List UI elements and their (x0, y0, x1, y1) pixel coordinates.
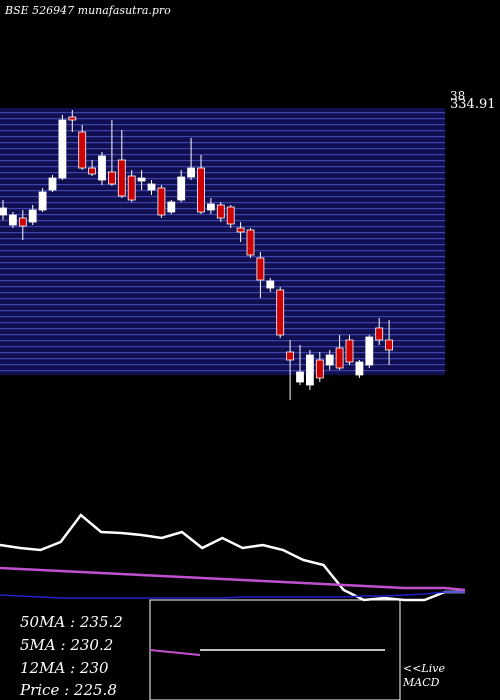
axis-label: 334.91 (450, 97, 496, 112)
candle-body (58, 119, 67, 179)
macd-line (149, 649, 201, 656)
indicator-line (0, 591, 465, 599)
candle-body (28, 209, 37, 223)
candle-body (157, 187, 166, 216)
candle-body (78, 131, 87, 169)
candle-body (147, 183, 156, 191)
candle-body (8, 214, 17, 226)
candle-body (197, 167, 205, 213)
indicator-line (0, 513, 465, 602)
candle-body (137, 177, 146, 182)
candle-body (167, 201, 176, 213)
candle-body (355, 361, 364, 376)
stat: 5MA : 230.2 (20, 636, 113, 654)
candle-body (88, 167, 96, 175)
candle-body (305, 354, 314, 386)
candle-body (98, 155, 106, 181)
candle-body (246, 229, 255, 256)
candle-body (365, 336, 374, 366)
candle-body (276, 289, 285, 336)
title: BSE 526947 munafasutra.pro (4, 4, 171, 17)
stat: 50MA : 235.2 (20, 613, 123, 631)
candle-body (325, 354, 334, 366)
candle-body (187, 167, 196, 178)
candle-body (286, 351, 295, 361)
candle-body (38, 191, 47, 211)
candle-body (18, 217, 27, 227)
candle-body (236, 227, 245, 233)
candle-body (266, 280, 275, 289)
candle-body (226, 206, 235, 225)
candle-body (345, 339, 354, 363)
indicator-line (0, 566, 466, 592)
candle-body (216, 204, 225, 219)
candle-body (256, 257, 265, 281)
candle-body (108, 171, 116, 185)
candle-body (117, 159, 126, 197)
candle-body (0, 207, 7, 216)
stat: 12MA : 230 (20, 659, 109, 677)
candle-body (315, 359, 324, 379)
candle-body (335, 347, 344, 369)
stat: Price : 225.8 (19, 681, 117, 699)
candle-body (48, 177, 57, 191)
candle-body (127, 175, 136, 201)
candle-body (177, 176, 186, 201)
candle-body (206, 203, 215, 211)
candle-body (296, 371, 304, 383)
candle-body (375, 327, 384, 341)
live-label: <<Live (403, 662, 445, 675)
price-panel (0, 108, 445, 375)
macd-label: MACD (402, 676, 440, 689)
candle-body (68, 116, 77, 121)
candle-body (385, 339, 394, 351)
axis-label: 38 (450, 89, 465, 103)
